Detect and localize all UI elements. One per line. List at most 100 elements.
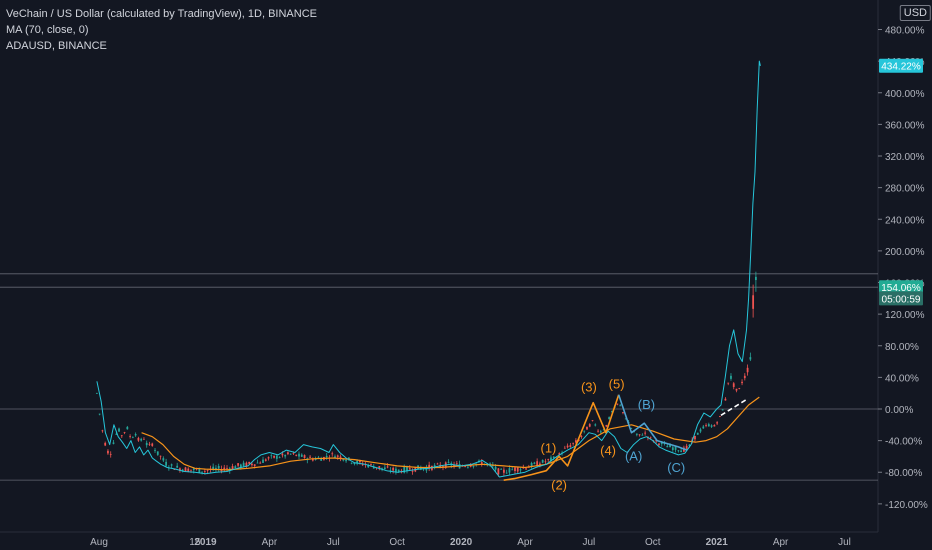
price-tag-bg xyxy=(879,280,923,295)
candle-body xyxy=(372,466,375,469)
candle-body xyxy=(356,460,359,464)
legend-ma-indicator[interactable]: MA (70, close, 0) xyxy=(6,24,89,36)
candle-body xyxy=(516,467,519,472)
candle-body xyxy=(184,467,187,472)
candle-body xyxy=(361,463,364,466)
candle-body xyxy=(408,468,411,470)
candle-body xyxy=(148,443,151,445)
candle-body xyxy=(154,449,156,451)
candle-body xyxy=(660,442,663,445)
chart-legend: VeChain / US Dollar (calculated by Tradi… xyxy=(6,6,317,54)
candle-body xyxy=(475,463,478,465)
trend-line xyxy=(720,398,747,417)
y-tick-label: -80.00% xyxy=(885,468,922,479)
candle-body xyxy=(575,440,577,443)
candle-body xyxy=(101,430,104,432)
candle-body xyxy=(198,467,201,473)
candle-body xyxy=(406,466,408,471)
candle-body xyxy=(179,468,181,471)
candle-body xyxy=(619,405,622,407)
wave-labels: (1) (2) (3) (4) (5) (A) (B) (C) xyxy=(540,376,685,492)
y-tick-label: 120.00% xyxy=(885,310,925,321)
candle-body xyxy=(594,424,597,426)
x-tick-label: Jul xyxy=(327,537,340,548)
candle-body xyxy=(392,467,395,471)
candle-body xyxy=(187,468,190,472)
candle-body xyxy=(671,447,674,451)
candle-body xyxy=(190,469,192,471)
candle-body xyxy=(134,434,137,436)
candle-body xyxy=(442,466,444,467)
candle-body xyxy=(741,381,743,384)
candle-body xyxy=(212,466,215,470)
legend-main-symbol[interactable]: VeChain / US Dollar (calculated by Tradi… xyxy=(6,8,317,20)
candle-body xyxy=(300,454,303,457)
y-tick-label: -40.00% xyxy=(885,437,922,448)
x-tick-label: Oct xyxy=(389,537,405,548)
y-tick-label: -120.00% xyxy=(885,500,928,511)
candle-body xyxy=(289,453,292,455)
candle-body xyxy=(223,467,226,470)
candle-body xyxy=(109,454,112,455)
price-tag-label: 05:00:59 xyxy=(882,294,921,305)
candle-body xyxy=(281,453,284,456)
candle-body xyxy=(505,472,508,474)
y-tick-label: 360.00% xyxy=(885,120,925,131)
candle-body xyxy=(752,295,755,309)
candle-body xyxy=(754,276,757,281)
candle-body xyxy=(635,433,638,435)
currency-badge[interactable]: USD xyxy=(899,5,931,21)
x-tick-label: Jul xyxy=(583,537,596,548)
wave-label: (3) xyxy=(581,380,597,395)
x-tick-label: Aug xyxy=(90,537,108,548)
candle-body xyxy=(638,434,641,436)
candle-body xyxy=(503,469,505,473)
candle-body xyxy=(215,467,217,470)
y-tick-label: 0.00% xyxy=(885,405,913,416)
x-tick-label: Apr xyxy=(517,537,533,548)
candle-body xyxy=(151,443,154,446)
candle-body xyxy=(217,465,220,469)
candle-body xyxy=(145,442,148,446)
candle-body xyxy=(539,463,541,466)
candle-body xyxy=(403,466,406,473)
candle-body xyxy=(231,466,234,470)
candle-body xyxy=(137,437,140,441)
candle-body xyxy=(170,464,173,466)
wave-label: (4) xyxy=(600,443,616,458)
candle-body xyxy=(298,453,300,457)
price-axis[interactable]: 480.00%440.00%400.00%360.00%320.00%280.0… xyxy=(878,26,928,511)
candle-body xyxy=(234,466,237,469)
corrective-wave-line xyxy=(617,394,688,451)
candle-body xyxy=(599,431,602,433)
candle-body xyxy=(165,461,167,466)
candle-body xyxy=(181,469,184,472)
candle-body xyxy=(273,455,275,458)
candle-body xyxy=(732,383,735,387)
y-tick-label: 40.00% xyxy=(885,373,919,384)
candle-body xyxy=(746,367,749,373)
candle-body xyxy=(256,462,259,464)
candle-body xyxy=(253,464,256,467)
candle-body xyxy=(295,454,298,456)
candle-body xyxy=(95,392,98,394)
candle-body xyxy=(381,467,383,469)
candle-body xyxy=(644,432,647,434)
candle-body xyxy=(287,452,289,455)
candle-body xyxy=(511,469,514,471)
candle-body xyxy=(738,388,741,390)
candle-body xyxy=(558,453,561,455)
candle-body xyxy=(608,417,611,420)
candle-body xyxy=(320,458,323,461)
candle-body xyxy=(359,460,361,463)
candle-body xyxy=(264,459,267,461)
candle-body xyxy=(669,445,671,448)
candle-body xyxy=(544,461,547,463)
candle-body xyxy=(694,435,696,440)
candle-body xyxy=(118,428,120,432)
candle-body xyxy=(311,458,314,461)
candle-body xyxy=(680,450,683,453)
legend-compare-symbol[interactable]: ADAUSD, BINANCE xyxy=(6,40,107,52)
